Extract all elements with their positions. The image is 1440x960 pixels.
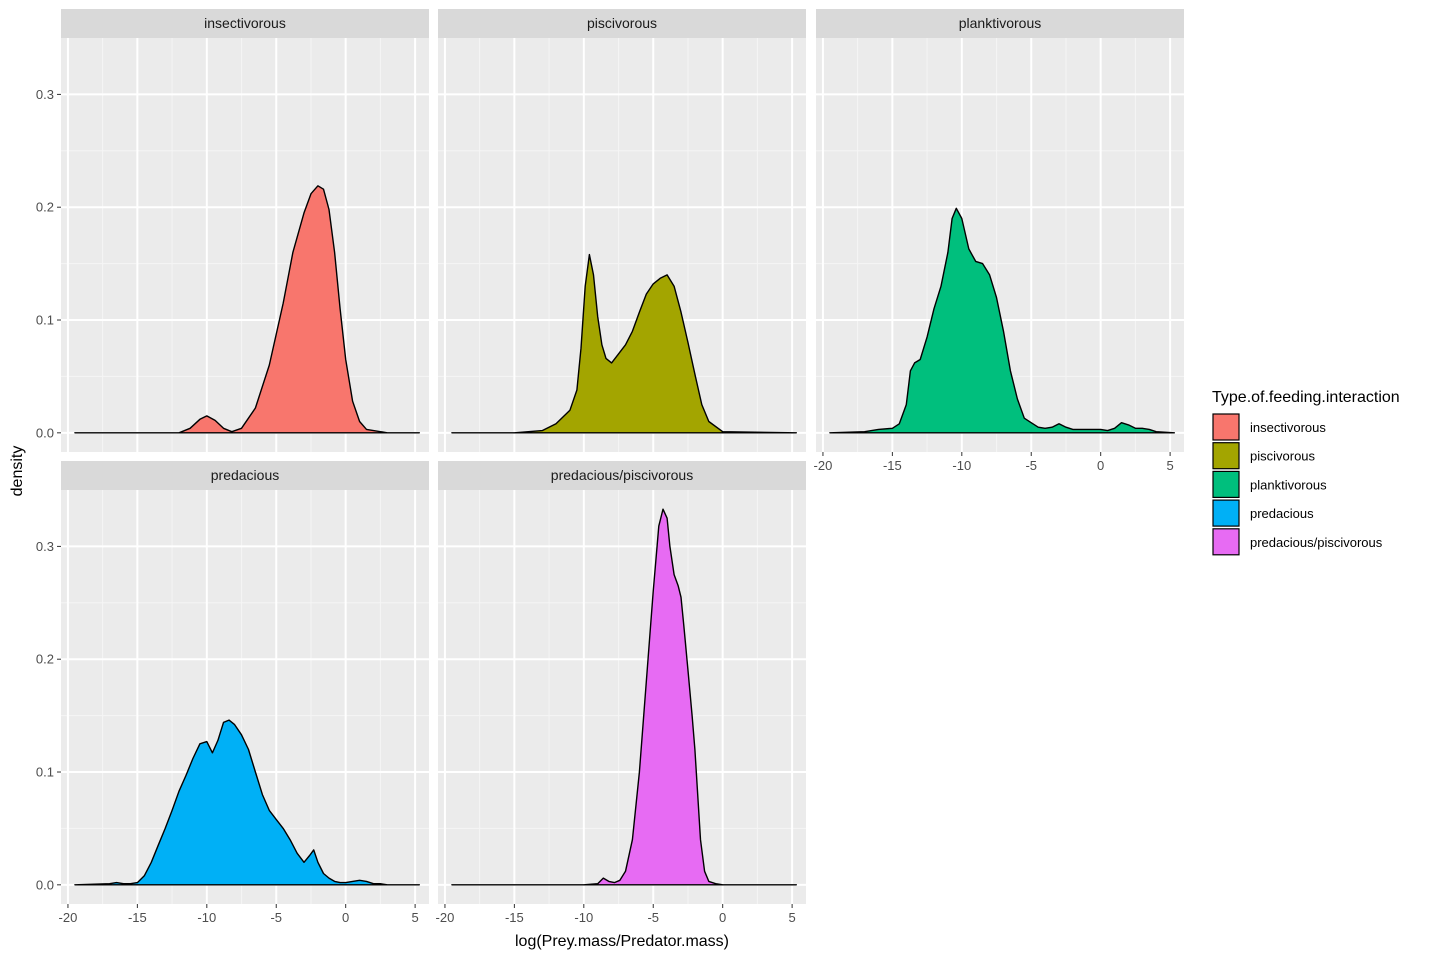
x-tick-label: 0 bbox=[719, 910, 726, 925]
y-axis-title: density bbox=[9, 446, 26, 497]
facet-strip bbox=[438, 9, 806, 38]
legend-key bbox=[1212, 499, 1240, 527]
legend-key bbox=[1212, 470, 1240, 498]
x-axes: -20 -15 -10 -5 0 5 -20 -15 -10 -5 0 5 -20 -15 -10 -5 0 5 bbox=[59, 452, 1174, 925]
facet-panels: insectivorous piscivorous planktivorous pre… bbox=[61, 9, 1184, 904]
facet-strip bbox=[61, 461, 429, 490]
y-tick-label: 0.1 bbox=[36, 765, 54, 780]
x-tick-label: -10 bbox=[574, 910, 593, 925]
x-tick-label: -15 bbox=[883, 458, 902, 473]
facet-panel: predacious bbox=[61, 461, 429, 904]
y-tick-label: 0.0 bbox=[36, 425, 54, 440]
x-tick-label: 5 bbox=[411, 910, 418, 925]
x-tick-label: -5 bbox=[270, 910, 282, 925]
facet-panel: insectivorous bbox=[61, 9, 429, 452]
y-tick-label: 0.3 bbox=[36, 87, 54, 102]
facet-strip bbox=[438, 461, 806, 490]
density-area bbox=[74, 185, 420, 434]
x-tick-label: 0 bbox=[342, 910, 349, 925]
legend-title: Type.of.feeding.interaction bbox=[1212, 389, 1400, 406]
x-tick-label: 5 bbox=[788, 910, 795, 925]
legend-label: insectivorous bbox=[1250, 420, 1326, 435]
legend-entries: insectivorous piscivorous planktivorous pre… bbox=[1212, 413, 1383, 556]
density-area bbox=[829, 207, 1175, 434]
facet-strip-label: piscivorous bbox=[587, 15, 657, 31]
x-tick-label: 0 bbox=[1097, 458, 1104, 473]
y-tick-label: 0.2 bbox=[36, 652, 54, 667]
facet-strip bbox=[816, 9, 1184, 38]
legend-label: piscivorous bbox=[1250, 449, 1316, 464]
legend-label: planktivorous bbox=[1250, 477, 1327, 492]
panel-background bbox=[61, 38, 429, 452]
facet-strip-label: insectivorous bbox=[204, 15, 286, 31]
x-tick-label: -10 bbox=[952, 458, 971, 473]
facet-strip bbox=[61, 9, 429, 38]
y-axes: 0.0 0.1 0.2 0.3 0.0 0.1 0.2 0.3 bbox=[36, 87, 61, 892]
x-tick-label: -5 bbox=[647, 910, 659, 925]
facet-strip-label: predacious bbox=[211, 467, 280, 483]
x-tick-label: -15 bbox=[128, 910, 147, 925]
y-tick-label: 0.0 bbox=[36, 877, 54, 892]
y-tick-label: 0.3 bbox=[36, 539, 54, 554]
legend: Type.of.feeding.interaction insectivorou… bbox=[1212, 389, 1400, 556]
legend-key bbox=[1212, 528, 1240, 556]
facet-panel: planktivorous bbox=[816, 9, 1184, 452]
legend-key bbox=[1212, 413, 1240, 441]
facet-panel: piscivorous bbox=[438, 9, 806, 452]
legend-label: predacious/piscivorous bbox=[1250, 535, 1383, 550]
density-area bbox=[451, 508, 797, 886]
x-axis-title: log(Prey.mass/Predator.mass) bbox=[515, 933, 729, 950]
density-area bbox=[451, 253, 797, 434]
x-tick-label: -10 bbox=[197, 910, 216, 925]
x-tick-label: -20 bbox=[814, 458, 833, 473]
facet-strip-label: planktivorous bbox=[959, 15, 1042, 31]
y-tick-label: 0.2 bbox=[36, 200, 54, 215]
x-tick-label: -15 bbox=[505, 910, 524, 925]
y-tick-label: 0.1 bbox=[36, 313, 54, 328]
facet-strip-label: predacious/piscivorous bbox=[551, 467, 693, 483]
facet-panel: predacious/piscivorous bbox=[438, 461, 806, 904]
x-tick-label: -20 bbox=[59, 910, 78, 925]
x-tick-label: -20 bbox=[436, 910, 455, 925]
panel-background bbox=[438, 490, 806, 904]
x-tick-label: 5 bbox=[1166, 458, 1173, 473]
x-tick-label: -5 bbox=[1025, 458, 1037, 473]
legend-label: predacious bbox=[1250, 506, 1314, 521]
legend-key bbox=[1212, 442, 1240, 470]
density-area bbox=[74, 719, 420, 886]
